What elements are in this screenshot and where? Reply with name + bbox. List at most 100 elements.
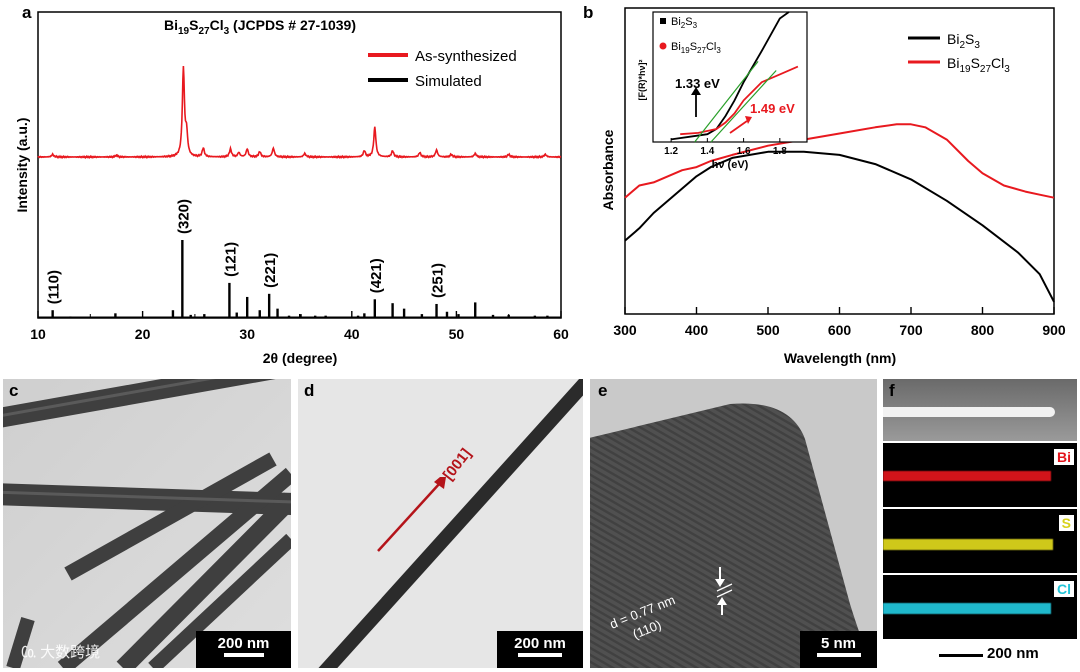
eds-map-cl: Cl (883, 575, 1077, 639)
scale-bar-label: 5 nm (820, 635, 856, 652)
panel-label-e: e (598, 381, 608, 400)
eds-map-s: S (883, 509, 1077, 573)
panel-label-c: c (9, 381, 19, 400)
bandgap-inset: 1.2 1.4 1.6 1.8 [F(R)*hν]² hν (eV) Bi2S3 Bi… (637, 11, 808, 171)
panel-label-d: d (304, 381, 315, 400)
x-tick-label-800: 800 (971, 322, 995, 338)
sem-image (883, 379, 1077, 441)
tem-image-c: c ㏇ 大数跨境 200 nm (3, 379, 291, 668)
eds-maps-f: f Bi S Cl 200 nm (883, 379, 1077, 668)
inset-x-tick-label-1-6: 1.6 (737, 146, 751, 157)
tem-nanowires (3, 379, 291, 668)
inset-y-label: [F(R)*hν]² (637, 60, 647, 101)
watermark-logo-icon: ㏇ (21, 644, 41, 661)
nanowire-sem (883, 407, 1055, 417)
element-label: Bi (1054, 449, 1074, 465)
inset-x-tick-label-1-2: 1.2 (664, 146, 678, 157)
x-tick-label-10: 10 (30, 326, 46, 342)
y-axis-label: Absorbance (600, 129, 616, 210)
tangent-line-bi2s3 (694, 61, 759, 143)
watermark-text: 大数跨境 (40, 644, 101, 661)
tangent-line-bi19s27cl3 (710, 70, 777, 143)
eds-map-bi: Bi (883, 443, 1077, 507)
legend: As-synthesized Simulated (368, 48, 517, 90)
panel-label-b: b (583, 3, 594, 22)
xrd-chart: Bi19S27Cl3 (JCPDS # 27-1039) As-synthesi… (14, 11, 569, 366)
legend: Bi2S3 Bi19S27Cl3 (908, 31, 1010, 75)
element-band (883, 539, 1053, 550)
hrtem-image-e: d = 0.77 nm (110) e 5 nm (590, 379, 877, 668)
xrd-series (37, 66, 562, 318)
y-axis-label: Intensity (a.u.) (14, 118, 30, 213)
hkl-annotations: (110) (320) (121) (221) (421) (251) (46, 199, 447, 304)
legend-label-as-synthesized: As-synthesized (415, 48, 517, 65)
absorbance-series (624, 123, 1055, 303)
chart-title: Bi19S27Cl3 (JCPDS # 27-1039) (164, 17, 356, 37)
inset-x-label: hν (eV) (712, 159, 749, 171)
scale-bar-label: 200 nm (217, 635, 270, 652)
arrow-down-icon (715, 579, 725, 587)
scale-bar-label: 200 nm (987, 645, 1039, 662)
arrow-up-icon (717, 597, 727, 605)
scale-bar-line (939, 654, 983, 657)
element-label: S (1058, 515, 1074, 531)
x-tick-label-40: 40 (344, 326, 360, 342)
series-bi19s27cl3 (624, 123, 1055, 199)
x-axis-label: 2θ (degree) (263, 350, 337, 366)
direction-arrow-icon (434, 477, 446, 489)
scale-bar-d: 200 nm (497, 631, 583, 668)
hkl-label-251: (251) (430, 263, 447, 298)
element-band (883, 471, 1051, 481)
tem-image-d: [001] d 200 nm (298, 379, 583, 668)
x-tick-label-500: 500 (756, 322, 780, 338)
inset-legend-marker-bi2s3 (660, 18, 666, 24)
element-label: Cl (1054, 581, 1074, 597)
hkl-label-110: (110) (46, 270, 63, 304)
x-tick-label-300: 300 (613, 322, 637, 338)
scale-bar-label: 200 nm (514, 635, 566, 652)
x-tick-label-700: 700 (899, 322, 923, 338)
scale-bar-f: 200 nm (883, 641, 1077, 668)
tem-single-nanowire: [001] (298, 379, 583, 668)
x-tick-label-30: 30 (239, 326, 255, 342)
scale-bar-c: 200 nm (196, 631, 291, 668)
inset-x-ticks: 1.2 1.4 1.6 1.8 (664, 138, 787, 157)
absorbance-chart: 300 400 500 600 700 800 900 Absorbance Wavelen… (600, 7, 1066, 366)
element-band (883, 603, 1051, 614)
hkl-label-221: (221) (262, 253, 279, 288)
hkl-label-421: (421) (368, 258, 385, 293)
x-axis-label: Wavelength (nm) (784, 350, 896, 366)
x-tick-label-400: 400 (685, 322, 709, 338)
hkl-label-320: (320) (175, 199, 192, 234)
inset-series-bi2s3 (670, 11, 790, 141)
arrow-1-49 (729, 120, 748, 134)
hrtem-lattice: d = 0.77 nm (110) (590, 379, 877, 668)
legend-label-bi19s27cl3: Bi19S27Cl3 (947, 55, 1010, 75)
inset-series-bi19s27cl3 (680, 65, 799, 136)
inset-x-tick-label-1-4: 1.4 (700, 146, 714, 157)
x-tick-label-50: 50 (449, 326, 465, 342)
x-tick-label-600: 600 (828, 322, 852, 338)
inset-x-tick-label-1-8: 1.8 (773, 146, 787, 157)
x-tick-label-20: 20 (135, 326, 151, 342)
series-as-synthesized (37, 66, 562, 160)
watermark: ㏇ 大数跨境 (21, 641, 100, 662)
arrow-1-49-head (745, 116, 752, 124)
panel-label-a: a (22, 3, 32, 22)
inset-legend-bi2s3: Bi2S3 (671, 16, 698, 30)
inset-legend-bi19s27cl3: Bi19S27Cl3 (671, 41, 721, 55)
series-bi2s3 (624, 150, 1055, 303)
inset-series (670, 11, 799, 143)
inset-legend-marker-bi19s27cl3 (659, 42, 667, 50)
x-tick-label-60: 60 (553, 326, 569, 342)
x-tick-label-900: 900 (1042, 322, 1066, 338)
arrow-1-33-head (691, 87, 701, 95)
hkl-label-121: (121) (222, 242, 239, 277)
scale-bar-e: 5 nm (800, 631, 877, 668)
x-axis-ticks: 300 400 500 600 700 800 900 (613, 307, 1066, 338)
legend-label-bi2s3: Bi2S3 (947, 31, 980, 51)
annotation-1-49: 1.49 eV (750, 101, 795, 116)
panel-label-f: f (889, 381, 895, 400)
x-axis-ticks: 10 20 30 40 50 60 (30, 311, 569, 342)
legend-label-simulated: Simulated (415, 73, 482, 90)
